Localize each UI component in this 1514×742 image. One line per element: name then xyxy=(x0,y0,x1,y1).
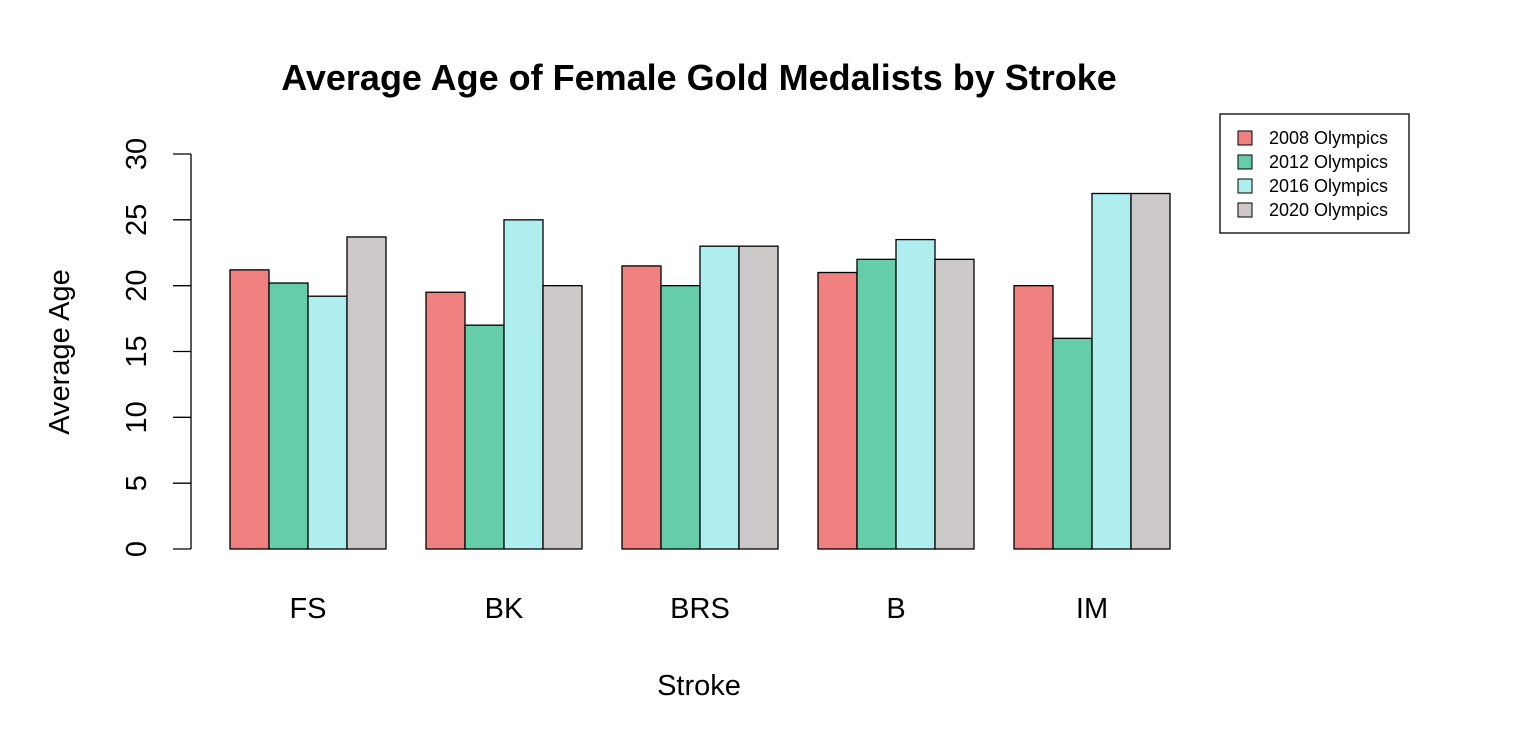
legend-label: 2008 Olympics xyxy=(1269,128,1388,148)
legend-label: 2016 Olympics xyxy=(1269,176,1388,196)
bar xyxy=(738,245,779,550)
legend-label: 2020 Olympics xyxy=(1269,200,1388,220)
chart-title: Average Age of Female Gold Medalists by … xyxy=(281,57,1117,98)
y-tick-label: 0 xyxy=(121,541,153,557)
x-tick-label: BK xyxy=(485,593,524,625)
x-tick-label: IM xyxy=(1076,593,1108,625)
bar xyxy=(503,219,544,550)
y-tick-label: 10 xyxy=(121,401,153,433)
x-axis-tick-labels: FS BK BRS B IM xyxy=(289,593,1108,625)
y-tick-label: 25 xyxy=(121,204,153,236)
legend: 2008 Olympics 2012 Olympics 2016 Olympics 2… xyxy=(1219,113,1410,234)
bar xyxy=(934,258,975,550)
legend-swatch xyxy=(1237,130,1253,146)
bar xyxy=(699,245,740,550)
legend-label: 2012 Olympics xyxy=(1269,152,1388,172)
y-axis-label: Average Age xyxy=(44,269,76,435)
y-tick-label: 5 xyxy=(121,475,153,491)
bar xyxy=(268,282,309,550)
bar xyxy=(1091,192,1132,550)
y-tick-label: 30 xyxy=(121,138,153,170)
bars xyxy=(229,192,1171,550)
bar xyxy=(425,291,466,550)
bar xyxy=(1013,285,1054,550)
bar xyxy=(229,269,270,550)
bar xyxy=(346,236,387,550)
bar xyxy=(856,258,897,550)
legend-swatch xyxy=(1237,154,1253,170)
y-axis: 0 5 10 15 20 25 30 xyxy=(121,138,192,557)
bar xyxy=(542,285,583,550)
x-axis-label: Stroke xyxy=(657,670,741,702)
bar xyxy=(895,238,936,550)
bar xyxy=(817,271,858,550)
x-tick-label: FS xyxy=(289,593,326,625)
x-tick-label: BRS xyxy=(670,593,730,625)
legend-swatch xyxy=(1237,178,1253,194)
y-tick-label: 15 xyxy=(121,335,153,367)
bar xyxy=(1130,192,1171,550)
bar xyxy=(1052,337,1093,550)
bar xyxy=(621,265,662,550)
y-tick-label: 20 xyxy=(121,270,153,302)
bar xyxy=(660,285,701,550)
x-tick-label: B xyxy=(886,593,905,625)
bar xyxy=(464,324,505,550)
bar xyxy=(307,295,348,550)
legend-swatch xyxy=(1237,202,1253,218)
